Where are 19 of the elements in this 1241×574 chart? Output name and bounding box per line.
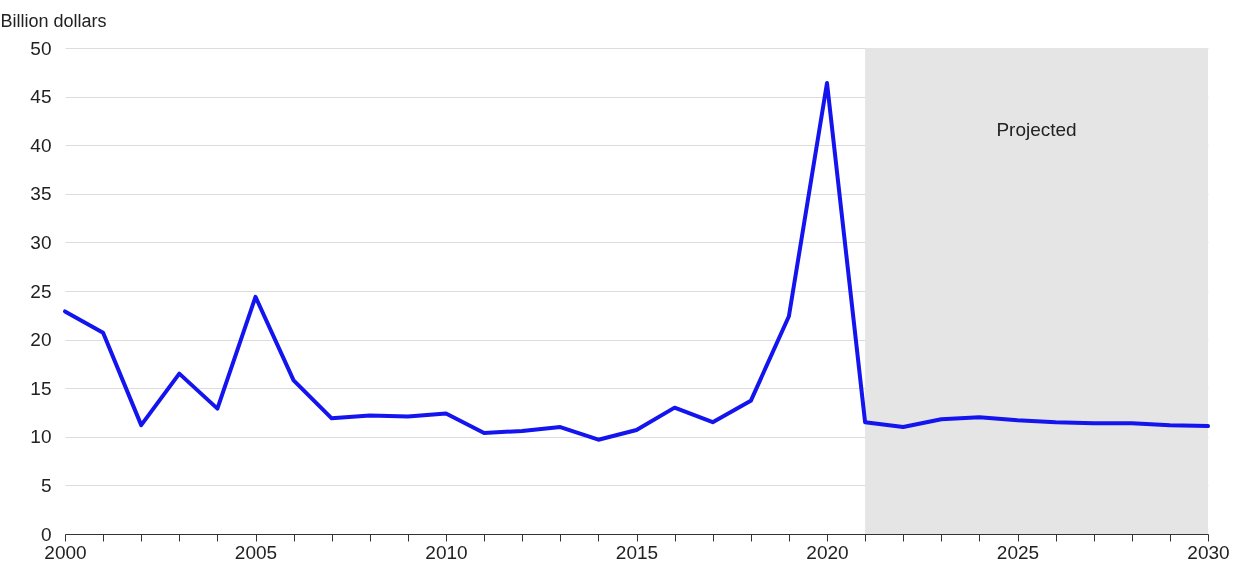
y-tick-label: 35: [30, 183, 52, 205]
y-tick-label: 40: [30, 134, 52, 156]
y-tick-label: 15: [30, 377, 52, 399]
y-tick-label: 45: [30, 86, 52, 108]
x-tick-label: 2010: [425, 541, 468, 563]
line-series: [63, 80, 1210, 442]
x-tick-label: 2020: [806, 541, 849, 563]
y-axis-title: Billion dollars: [0, 10, 107, 31]
y-tick-label: 30: [30, 231, 52, 253]
y-tick-label: 10: [30, 426, 52, 448]
band-label: Projected: [996, 119, 1077, 140]
y-tick-label: 50: [30, 37, 52, 59]
y-tick-label: 5: [40, 474, 52, 496]
x-tick-label: 2005: [234, 541, 278, 563]
x-tick-label: 2015: [615, 541, 659, 563]
x-tick-label: 2025: [996, 541, 1040, 563]
y-tick-label: 20: [30, 329, 52, 351]
x-tick-label: 2030: [1187, 541, 1230, 563]
y-tick-label: 25: [30, 280, 52, 302]
